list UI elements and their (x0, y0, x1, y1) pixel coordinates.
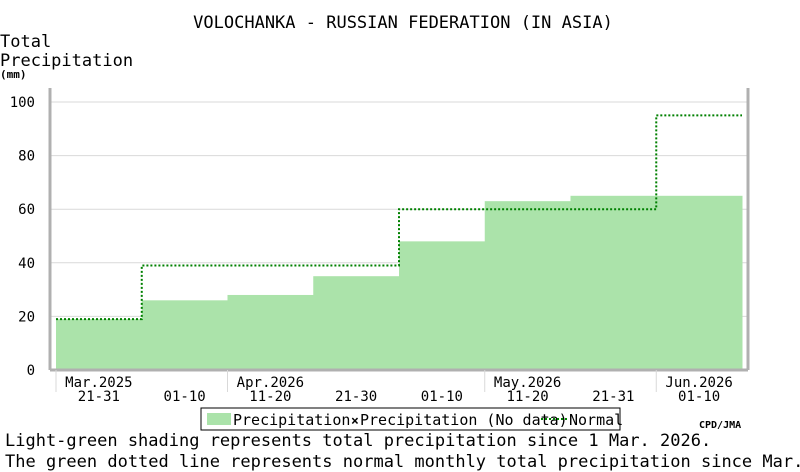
y-axis-unit: (mm) (0, 68, 27, 81)
precipitation-bar (484, 201, 571, 370)
precipitation-bar (313, 276, 400, 370)
y-axis-ticks: 0 20 40 60 80 100 (10, 95, 35, 379)
precipitation-area (56, 195, 743, 370)
y-tick-label: 0 (27, 363, 35, 379)
legend-precipitation-label: Precipitation (233, 411, 350, 429)
precipitation-bar (656, 195, 743, 370)
legend-no-data-marker: × (351, 414, 359, 429)
chart-title: VOLOCHANKA - RUSSIAN FEDERATION (IN ASIA… (193, 13, 613, 33)
y-tick-label: 40 (18, 256, 35, 272)
x-period-label: 11-20 (507, 389, 549, 405)
x-period-label: 21-31 (592, 389, 634, 405)
y-tick-label: 60 (18, 202, 35, 218)
plot-frame (48, 88, 750, 372)
normal-step-line (56, 114, 742, 321)
y-tick-label: 100 (10, 95, 35, 111)
legend-precipitation-swatch (207, 413, 231, 425)
y-axis-label-line-2: Precipitation (0, 51, 133, 71)
precipitation-bar (227, 294, 314, 370)
x-month-label: Mar.2025 (65, 375, 132, 391)
footnote-normal-line: The green dotted line represents normal … (5, 452, 800, 472)
precipitation-bar (399, 241, 486, 370)
x-month-label: Jun.2026 (665, 375, 732, 391)
y-tick-label: 80 (18, 149, 35, 165)
legend-no-data-label: Precipitation (No data) (360, 411, 568, 429)
x-month-label: May.2026 (494, 375, 561, 391)
x-period-label: 21-30 (335, 389, 377, 405)
y-axis-label-line-1: Total (0, 32, 51, 52)
x-period-label: 11-20 (249, 389, 291, 405)
x-period-label: 21-31 (78, 389, 120, 405)
legend-box (200, 407, 621, 431)
precipitation-bar (56, 319, 143, 370)
precipitation-bar (570, 195, 657, 370)
precipitation-bar (141, 300, 228, 370)
source-credit: CPD/JMA (699, 420, 742, 431)
x-period-label: 01-10 (678, 389, 720, 405)
x-period-label: 01-10 (421, 389, 463, 405)
legend: Precipitation × Precipitation (No data) Nor… (200, 407, 623, 431)
y-tick-label: 20 (18, 309, 35, 325)
legend-normal-label: Normal (569, 411, 623, 429)
normal-line (56, 114, 742, 321)
x-month-label: Apr.2026 (237, 375, 304, 391)
x-period-label: 01-10 (164, 389, 206, 405)
footnote-shading: Light-green shading represents total pre… (5, 431, 712, 451)
